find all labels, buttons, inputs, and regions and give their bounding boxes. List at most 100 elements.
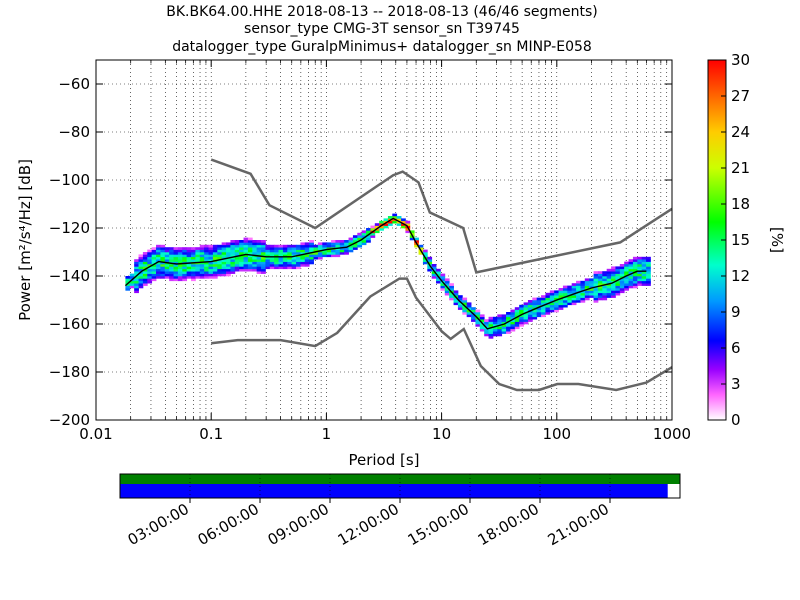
title-line-3: datalogger_type GuralpMinimus+ datalogge… [172, 39, 592, 55]
heatmap-cell [628, 273, 634, 277]
heatmap-cell [584, 280, 590, 284]
heatmap-cell [506, 326, 511, 330]
heatmap-cell [519, 321, 524, 325]
grid [96, 60, 672, 420]
heatmap-cell [182, 278, 188, 282]
heatmap-cell [256, 256, 262, 260]
heatmap-cell [230, 247, 236, 250]
heatmap-cell [615, 292, 621, 296]
heatmap-cell [142, 259, 148, 262]
heatmap-cell [208, 271, 214, 274]
heatmap-cell [576, 295, 581, 298]
heatmap-cell [488, 321, 494, 325]
heatmap-cell [580, 280, 586, 284]
heatmap-cell [562, 285, 568, 289]
heatmap-cell [239, 247, 244, 250]
heatmap-cell [147, 268, 153, 272]
heatmap-cell [291, 256, 297, 260]
colorbar-tick-label: 6 [731, 339, 741, 357]
heatmap-cell [287, 256, 293, 260]
heatmap-cell [274, 249, 279, 253]
heatmap-cell [186, 266, 192, 270]
heatmap-cell [562, 304, 568, 308]
heatmap-cell [173, 276, 179, 279]
heatmap-cell [129, 280, 135, 284]
heatmap-cell [304, 259, 310, 262]
heatmap-cell [164, 273, 170, 277]
heatmap-cell [414, 237, 419, 241]
timeline-tick-label: 21:00:00 [545, 500, 612, 549]
heatmap-cell [637, 280, 643, 284]
heatmap-cell [401, 218, 406, 222]
heatmap-cell [632, 268, 638, 272]
heatmap-cell [632, 261, 638, 265]
heatmap-cell [510, 309, 516, 313]
heatmap-cell [177, 273, 183, 277]
heatmap-cell [208, 247, 214, 250]
plot-background [96, 60, 672, 420]
heatmap-cell [195, 247, 201, 250]
heatmap-cell [160, 259, 166, 262]
heatmap-cell [541, 307, 546, 310]
heatmap-cell [514, 307, 520, 310]
heatmap-cell [177, 276, 183, 279]
heatmap-cell [138, 264, 144, 267]
heatmap-cell [261, 240, 266, 243]
heatmap-cell [422, 261, 428, 265]
heatmap-cell [488, 328, 494, 332]
heatmap-cell [409, 230, 415, 234]
heatmap-cell [151, 268, 157, 272]
heatmap-cell [414, 240, 419, 243]
heatmap-cell [545, 292, 551, 296]
heatmap-cell [199, 249, 205, 253]
heatmap-cell [142, 268, 148, 272]
heatmap-cell [593, 273, 599, 277]
heatmap-cell [541, 312, 546, 315]
heatmap-cell [646, 283, 651, 286]
heatmap-cell [125, 278, 131, 282]
heatmap-cell [313, 244, 319, 248]
y-tick-label: −60 [58, 75, 90, 93]
heatmap-cell [558, 300, 564, 303]
heatmap-cell [628, 261, 634, 265]
heatmap-cell [226, 252, 231, 255]
heatmap-cell [440, 273, 446, 277]
heatmap-cell [462, 309, 468, 313]
heatmap-cell [317, 252, 323, 255]
heatmap-cell [514, 312, 520, 315]
heatmap-cell [138, 283, 144, 286]
heatmap-cell [160, 252, 166, 255]
heatmap-cell [632, 256, 638, 260]
heatmap-cell [444, 278, 450, 282]
heatmap-cell [628, 280, 634, 284]
heatmap-cell [632, 283, 638, 286]
heatmap-cell [418, 252, 424, 255]
heatmap-cell [195, 273, 201, 277]
heatmap-cell [527, 307, 533, 310]
heatmap-cell [247, 264, 253, 267]
plot-frame [95, 59, 673, 421]
heatmap-cell [462, 307, 468, 310]
heatmap-cell [615, 273, 621, 277]
heatmap-cell [366, 230, 371, 234]
heatmap-cell [527, 304, 533, 308]
heatmap-cell [252, 268, 258, 272]
heatmap-cell [173, 261, 179, 265]
heatmap-cell [177, 254, 183, 258]
heatmap-cell [164, 256, 170, 260]
heatmap-cell [177, 266, 183, 270]
heatmap-cell [562, 288, 568, 291]
heatmap-cell [226, 249, 231, 253]
heatmap-cell [466, 312, 472, 315]
heatmap-cell [597, 292, 603, 296]
heatmap-cell [562, 297, 568, 301]
heatmap-cell [182, 252, 188, 255]
heatmap-cell [615, 283, 621, 286]
heatmap-cell [501, 331, 507, 334]
heatmap-cell [313, 254, 319, 258]
heatmap-cell [558, 302, 564, 306]
heatmap-cell [173, 259, 179, 262]
heatmap-cell [589, 290, 594, 294]
heatmap-cell [199, 252, 205, 255]
heatmap-cell [243, 264, 249, 267]
